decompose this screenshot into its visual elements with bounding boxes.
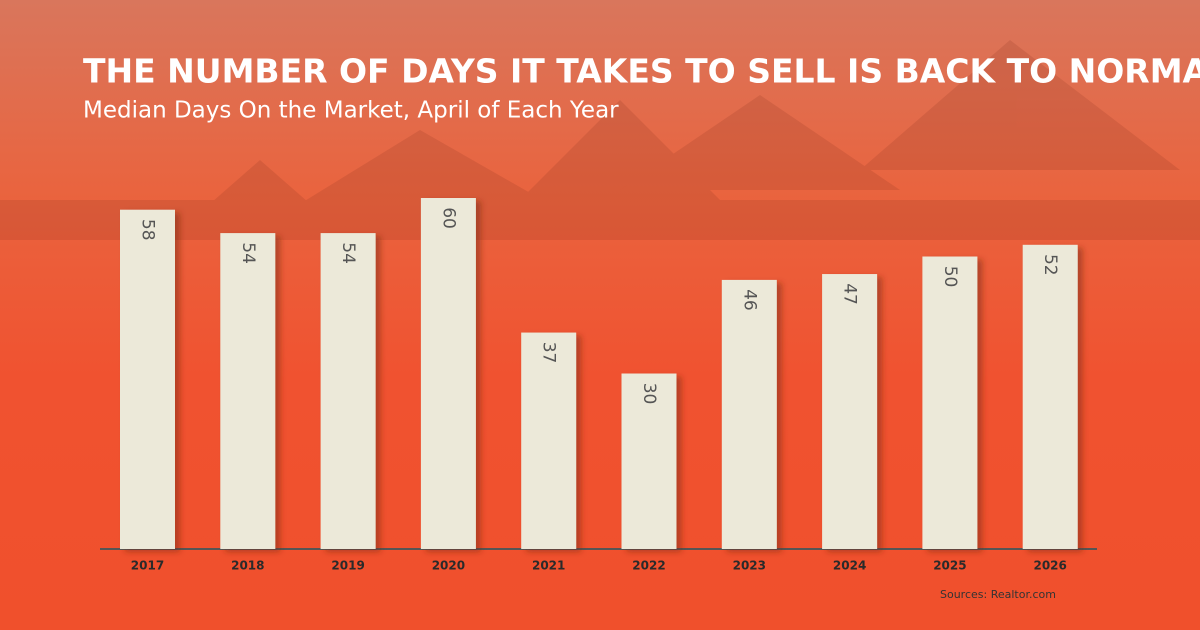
- source: Sources: Realtor.com: [940, 588, 1056, 601]
- bar: [721, 279, 777, 549]
- value-label: 52: [1040, 254, 1060, 276]
- chart-subtitle: Median Days On the Market, April of Each…: [83, 98, 619, 124]
- x-tick-label: 2025: [933, 559, 966, 573]
- value-label: 30: [639, 383, 659, 405]
- houses-backdrop: [0, 40, 1200, 240]
- bar: [420, 198, 476, 549]
- bar: [1022, 244, 1078, 550]
- value-label: 58: [138, 219, 158, 241]
- value-label: 46: [739, 289, 759, 311]
- x-tick-label: 2017: [131, 559, 164, 573]
- value-label: 37: [539, 342, 559, 364]
- x-tick-label: 2018: [231, 559, 264, 573]
- x-tick-label: 2020: [432, 559, 465, 573]
- value-label: 54: [338, 242, 358, 264]
- bar: [521, 332, 577, 549]
- x-tick-label: 2026: [1033, 559, 1066, 573]
- value-label: 50: [940, 266, 960, 288]
- bar: [822, 274, 878, 549]
- value-label: 47: [840, 283, 860, 305]
- x-tick-label: 2024: [833, 559, 866, 573]
- x-tick-label: 2019: [331, 559, 364, 573]
- bar: [220, 233, 276, 549]
- x-tick-label: 2023: [733, 559, 766, 573]
- bar: [320, 233, 376, 549]
- value-label: 60: [438, 207, 458, 229]
- chart-title: THE NUMBER OF DAYS IT TAKES TO SELL IS B…: [83, 52, 1200, 91]
- bar: [922, 256, 978, 549]
- x-tick-label: 2022: [632, 559, 665, 573]
- bar: [621, 373, 677, 549]
- value-label: 54: [238, 242, 258, 264]
- x-tick-label: 2021: [532, 559, 565, 573]
- bar: [120, 209, 175, 549]
